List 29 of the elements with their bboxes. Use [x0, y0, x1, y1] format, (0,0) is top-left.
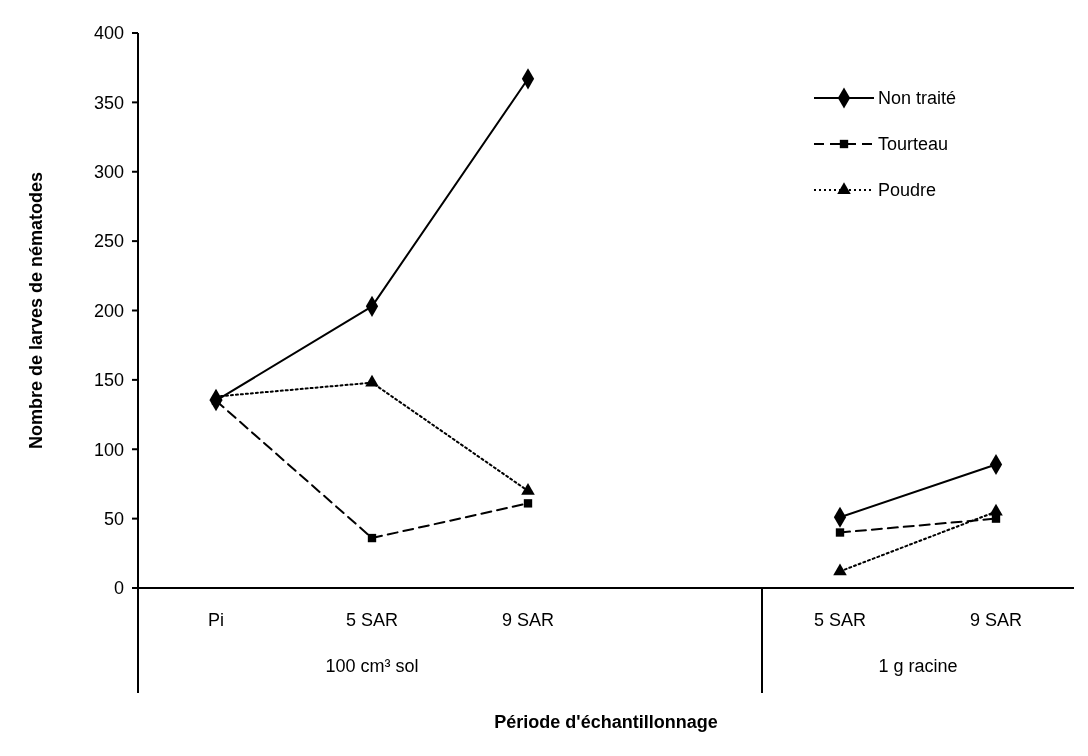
y-tick-label: 100: [93, 439, 124, 460]
y-tick-label: 300: [93, 162, 124, 183]
point: [209, 388, 223, 401]
point: [833, 563, 847, 576]
point: [365, 374, 379, 387]
y-tick-label: 150: [93, 370, 124, 391]
x-tick-label: Pi: [207, 610, 225, 630]
point: [835, 528, 845, 537]
point: [523, 499, 533, 508]
point: [521, 483, 535, 495]
y-tick-label: 200: [93, 300, 124, 321]
x-axis-title: Période d'échantillonnage: [494, 712, 718, 732]
legend-label: Tourteau: [878, 134, 949, 155]
text: 100 cm³ sol: [325, 656, 419, 676]
x-tick-label: 5 SAR: [345, 610, 399, 630]
x-tick-label: 5 SAR: [813, 610, 867, 630]
y-tick-label: 50: [103, 508, 124, 529]
y-tick-label: 350: [93, 92, 124, 113]
text: 1 g racine: [878, 656, 958, 676]
point: [367, 533, 377, 543]
legend-label: Poudre: [878, 180, 937, 201]
y-axis-title: Nombre de larves de nématodes: [26, 171, 46, 450]
y-tick-label: 250: [93, 231, 124, 252]
y-tick-label: 0: [113, 578, 124, 599]
legend-label: Non traité: [878, 88, 957, 109]
y-tick-label: 400: [93, 23, 124, 44]
x-tick-label: 9 SAR: [501, 610, 555, 630]
x-tick-label: 9 SAR: [969, 610, 1023, 630]
point: [989, 503, 1003, 516]
